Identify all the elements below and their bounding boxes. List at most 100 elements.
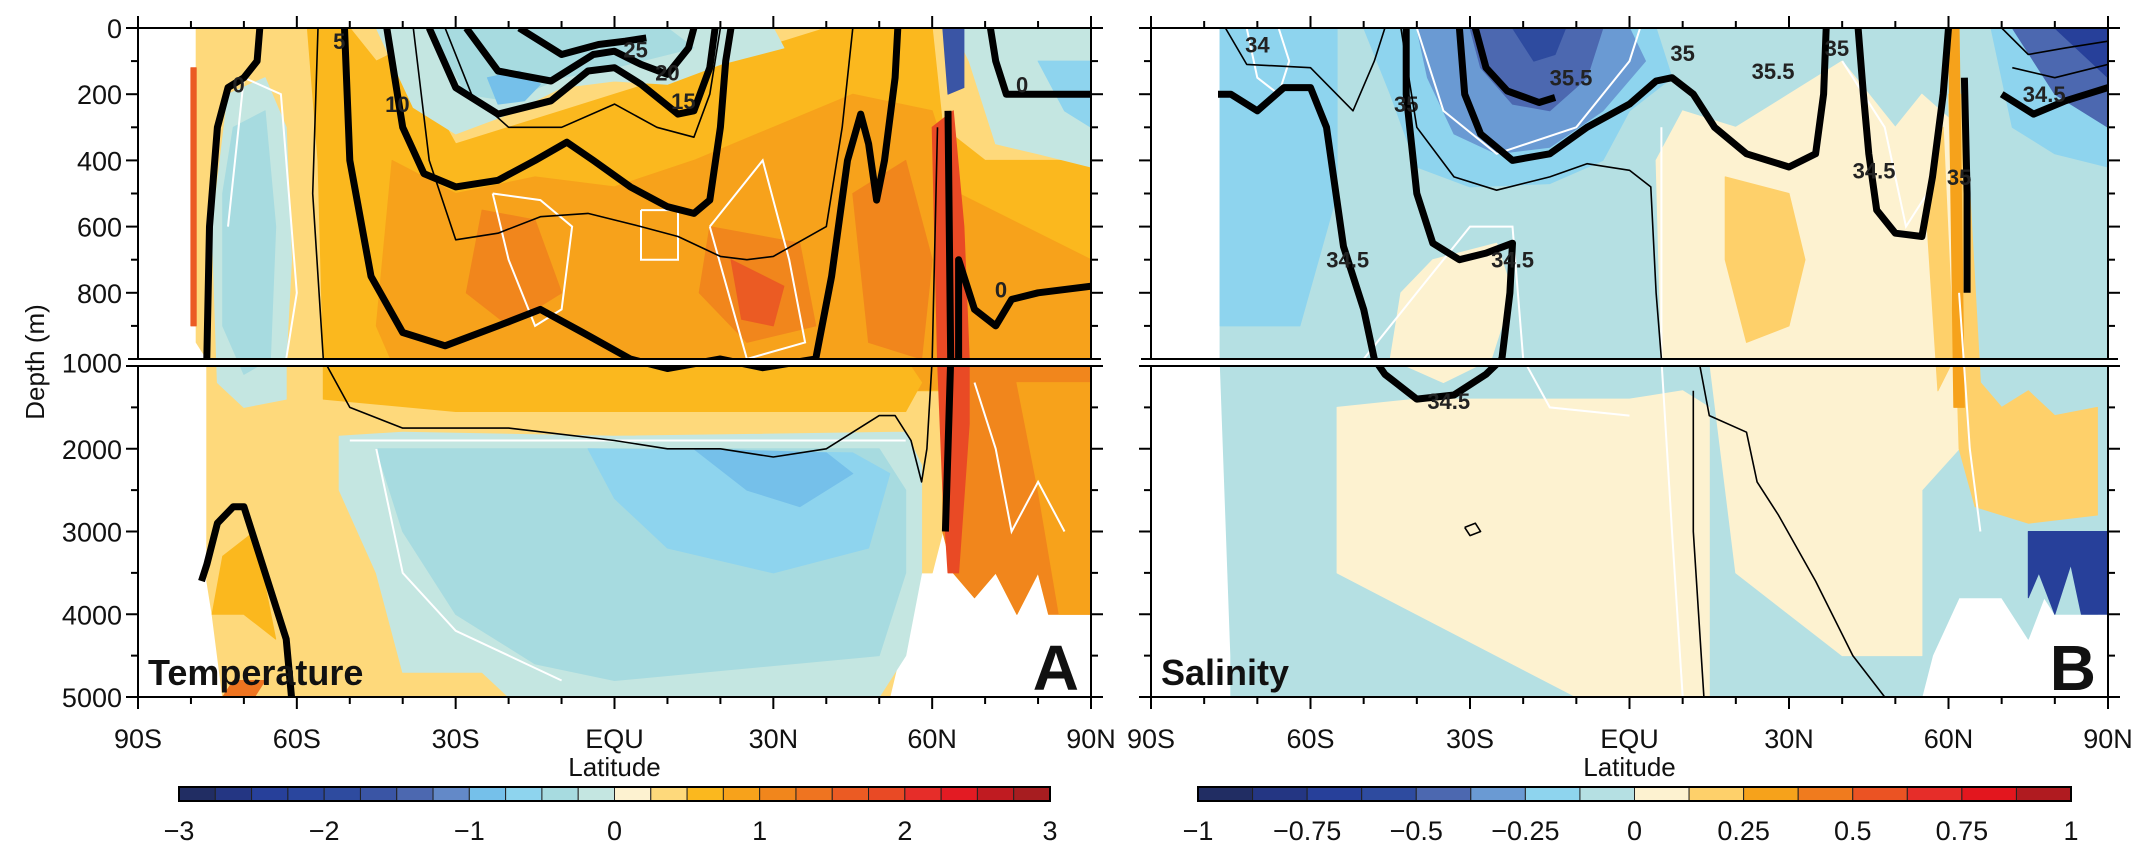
anomaly-contour-line <box>491 192 574 328</box>
colorbar-tick-label: −1 <box>1183 816 1214 846</box>
y-tick-label: 600 <box>77 213 122 243</box>
colorbar-bin <box>251 786 289 802</box>
y-tick-label: 400 <box>77 146 122 176</box>
colorbar-bin <box>178 786 216 802</box>
colorbar-bin <box>359 786 398 802</box>
y-tick-label: 0 <box>107 14 122 44</box>
colorbar-frame <box>1197 786 2072 802</box>
y-tick-label: 5000 <box>62 683 122 713</box>
anomaly-region <box>2054 28 2108 79</box>
colorbar-bin <box>614 786 652 802</box>
panel-title: Temperature <box>148 652 363 693</box>
anomaly-region <box>222 680 266 697</box>
contour-label: 34.5 <box>2023 82 2066 107</box>
colorbar-bin <box>396 786 434 802</box>
x-tick-label: 30S <box>432 724 480 754</box>
x-tick-label: 30S <box>1446 724 1494 754</box>
colorbar-tick-label: 0 <box>607 816 622 846</box>
y-tick-label: 800 <box>77 279 122 309</box>
mean-contour-line <box>198 503 295 697</box>
anomaly-contour-line <box>375 448 563 682</box>
anomaly-region <box>1724 176 1806 343</box>
colorbar-bin <box>468 786 507 802</box>
anomaly-region <box>222 110 277 375</box>
colorbar-tick-label: −0.25 <box>1491 816 1559 846</box>
contour-label: 34 <box>1245 33 1270 58</box>
colorbar-tick-label: 0.75 <box>1936 816 1989 846</box>
colorbar-tick-label: 1 <box>2063 816 2078 846</box>
contour-label: 15 <box>671 89 695 114</box>
colorbar-bin <box>432 786 470 802</box>
colorbar-bin <box>831 786 870 802</box>
anomaly-region <box>852 159 933 360</box>
colorbar-bin <box>541 786 579 802</box>
mean-contour-line <box>1471 28 1557 106</box>
anomaly-contour-line <box>1415 28 1642 155</box>
mean-contour-line <box>1224 28 1386 112</box>
panel-title: Salinity <box>1161 652 1289 693</box>
contour-label: 10 <box>385 92 409 117</box>
colorbar: −3 −2 −1 0 1 2 3 <box>164 786 1058 846</box>
mean-contour-line <box>1400 28 1663 360</box>
colorbar-bin <box>1415 786 1472 802</box>
colorbar-bin <box>323 786 361 802</box>
x-tick-label: 90N <box>2083 724 2133 754</box>
contour-label: 35.5 <box>1550 66 1593 91</box>
anomaly-contour-line <box>708 158 807 361</box>
colorbar-bin <box>1361 786 1417 802</box>
x-tick-label: 90S <box>114 724 162 754</box>
x-tick-label: 60N <box>907 724 957 754</box>
x-tick-label: 60S <box>1286 724 1334 754</box>
anomaly-region <box>1512 28 1567 62</box>
colorbar-tick-label: −2 <box>309 816 340 846</box>
x-tick-label: 90S <box>1127 724 1175 754</box>
panel-letter: B <box>2050 632 2096 704</box>
colorbar-tick-label: 2 <box>897 816 912 846</box>
x-tick-label: 90N <box>1066 724 1116 754</box>
colorbar-bin <box>1197 786 1254 802</box>
anomaly-contour-line <box>1660 127 1684 697</box>
mean-contour-line <box>2012 63 2108 79</box>
mean-contour-line <box>2001 28 2108 56</box>
colorbar-bin <box>2015 786 2072 802</box>
contour-label: 34.5 <box>1491 248 1534 273</box>
x-tick-label: 30N <box>749 724 799 754</box>
colorbar-tick-label: 0 <box>1627 816 1642 846</box>
anomaly-contour-line <box>1362 225 1630 417</box>
x-axis-label: Latitude <box>568 752 661 782</box>
colorbar-bin <box>1579 786 1635 802</box>
colorbar-bin <box>1252 786 1308 802</box>
colorbar-tick-label: 0.5 <box>1834 816 1872 846</box>
anomaly-region <box>211 531 277 640</box>
x-tick-label: 60N <box>1924 724 1974 754</box>
colorbar-bin <box>650 786 688 802</box>
colorbar-tick-label: 0.25 <box>1717 816 1770 846</box>
mean-contour-line <box>1692 390 1705 697</box>
anomaly-region <box>2027 531 2108 615</box>
colorbar-frame <box>178 786 1051 802</box>
mean-contour-line <box>1455 28 1830 171</box>
colorbar-bin <box>686 786 724 802</box>
contour-label: 0 <box>1016 72 1028 97</box>
colorbar-bin <box>722 786 761 802</box>
colorbar-bin <box>1852 786 1908 802</box>
colorbar-bin <box>505 786 543 802</box>
mean-contour-line <box>955 256 1091 359</box>
anomaly-contour-line <box>973 382 1066 535</box>
y-tick-label: 1000 <box>62 349 122 379</box>
anomaly-contour-line <box>227 76 298 360</box>
x-tick-label: EQU <box>585 724 644 754</box>
colorbar-bin <box>940 786 978 802</box>
y-tick-label: 3000 <box>62 518 122 548</box>
colorbar-bin <box>1906 786 1963 802</box>
colorbar-bin <box>1470 786 1526 802</box>
anomaly-region <box>1948 93 2098 524</box>
colorbar: −1 −0.75 −0.5 −0.25 0 0.25 0.5 0.75 1 <box>1183 786 2079 846</box>
depth-axis-break <box>128 360 1101 365</box>
colorbar-bin <box>214 786 253 802</box>
y-axis-label: Depth (m) <box>20 304 50 420</box>
contour-label: 20 <box>655 61 679 86</box>
colorbar-bin <box>868 786 906 802</box>
